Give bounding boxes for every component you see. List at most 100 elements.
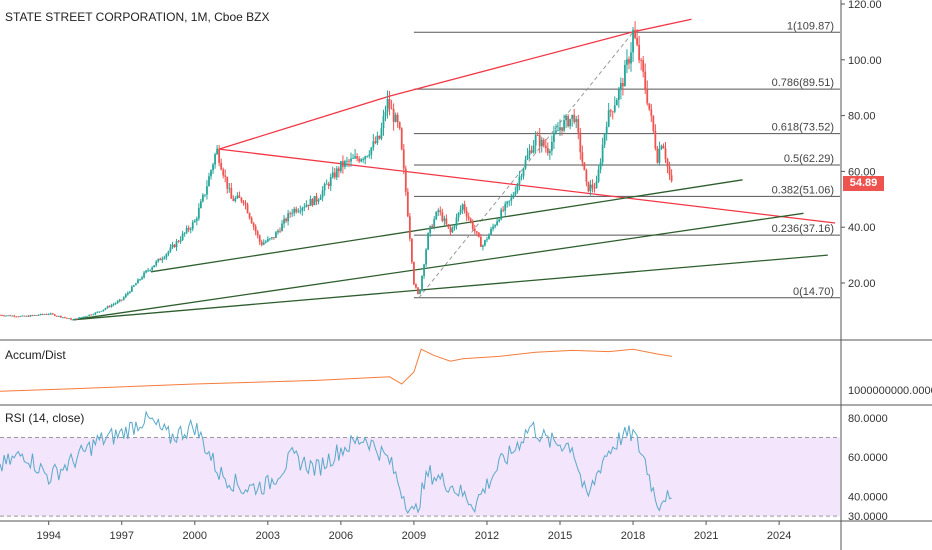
- candle-body: [199, 201, 202, 209]
- candle-body: [494, 225, 496, 227]
- candle-body: [98, 311, 101, 313]
- candle-body: [0, 315, 1, 316]
- candle-body: [273, 237, 275, 238]
- candle-body: [171, 244, 174, 248]
- candle-body: [15, 316, 18, 318]
- candle-body: [66, 317, 68, 319]
- candle-body: [447, 224, 450, 228]
- candle-body: [84, 316, 87, 318]
- candle-body: [191, 222, 194, 229]
- candle-body: [514, 191, 517, 196]
- candle-body: [555, 130, 557, 133]
- time-axis-label: 2000: [183, 530, 207, 542]
- candle-body: [615, 99, 618, 106]
- candle-body: [37, 314, 40, 316]
- red-trendline: [219, 148, 836, 224]
- candle-body: [331, 172, 334, 178]
- candle-body: [370, 147, 373, 155]
- candle-body: [658, 149, 661, 163]
- candle-body: [53, 314, 56, 316]
- candle-body: [100, 310, 103, 312]
- candle-body: [187, 227, 190, 230]
- candle-body: [595, 181, 598, 189]
- red-trendline: [218, 18, 692, 150]
- candle-body: [299, 210, 302, 212]
- candle-body: [13, 315, 16, 317]
- candle-body: [195, 218, 198, 221]
- candle-body: [102, 309, 105, 311]
- time-axis-label: 2009: [402, 530, 426, 542]
- candle-body: [96, 311, 99, 313]
- candle-body: [230, 187, 233, 199]
- candle-body: [662, 145, 665, 149]
- candle-body: [59, 315, 62, 318]
- candle-body: [311, 199, 314, 206]
- candle-body: [3, 315, 5, 317]
- candle-body: [522, 168, 525, 177]
- candle-body: [258, 235, 261, 243]
- candle-body: [218, 148, 221, 163]
- candle-body: [636, 38, 639, 45]
- candle-body: [634, 29, 636, 39]
- candle-body: [74, 318, 76, 320]
- time-axis-label: 2012: [475, 530, 499, 542]
- candle-body: [372, 141, 375, 148]
- candle-body: [122, 297, 125, 300]
- candle-body: [348, 160, 350, 162]
- candle-body: [471, 221, 474, 229]
- candle-body: [305, 204, 308, 207]
- candle-body: [398, 122, 401, 129]
- candle-body: [68, 318, 70, 320]
- candle-body: [9, 315, 12, 317]
- candle-body: [404, 168, 407, 192]
- candle-body: [25, 315, 28, 317]
- candle-body: [624, 64, 626, 87]
- candle-body: [92, 314, 95, 316]
- candle-body: [90, 314, 93, 316]
- candle-body: [72, 319, 74, 321]
- candle-body: [339, 161, 342, 172]
- candle-body: [27, 315, 30, 317]
- candle-body: [530, 150, 533, 153]
- candle-body: [632, 29, 634, 53]
- candle-body: [197, 208, 200, 219]
- candle-body: [626, 59, 628, 65]
- candle-body: [451, 227, 454, 233]
- time-axis-label: 1994: [36, 530, 60, 542]
- candle-body: [498, 219, 501, 222]
- candle-body: [246, 204, 249, 214]
- candle-body: [29, 315, 32, 317]
- candle-body: [581, 152, 584, 163]
- candle-body: [159, 258, 162, 261]
- candle-body: [565, 116, 567, 121]
- rsi-axis-label: 60.0000: [848, 452, 888, 464]
- candle-body: [386, 99, 389, 112]
- candle-body: [23, 315, 26, 317]
- candle-body: [313, 196, 316, 206]
- candle-body: [650, 109, 653, 116]
- candle-body: [439, 210, 442, 213]
- candle-body: [7, 315, 10, 317]
- candle-body: [621, 83, 624, 87]
- candle-body: [189, 228, 192, 230]
- candle-body: [396, 114, 399, 123]
- candle-body: [57, 315, 60, 317]
- candle-body: [469, 218, 472, 222]
- candle-body: [49, 313, 52, 315]
- candle-body: [467, 216, 470, 219]
- candle-body: [656, 148, 659, 163]
- candle-body: [61, 317, 64, 319]
- candle-body: [289, 213, 292, 215]
- candle-body: [309, 199, 312, 207]
- candle-body: [285, 218, 287, 222]
- candle-body: [130, 286, 133, 292]
- candle-body: [666, 159, 669, 167]
- candle-body: [577, 119, 580, 133]
- candle-body: [516, 183, 519, 192]
- time-axis-label: 2021: [694, 530, 718, 542]
- candle-body: [104, 308, 107, 310]
- candle-body: [145, 270, 147, 273]
- candle-body: [256, 231, 259, 236]
- candle-body: [561, 127, 563, 131]
